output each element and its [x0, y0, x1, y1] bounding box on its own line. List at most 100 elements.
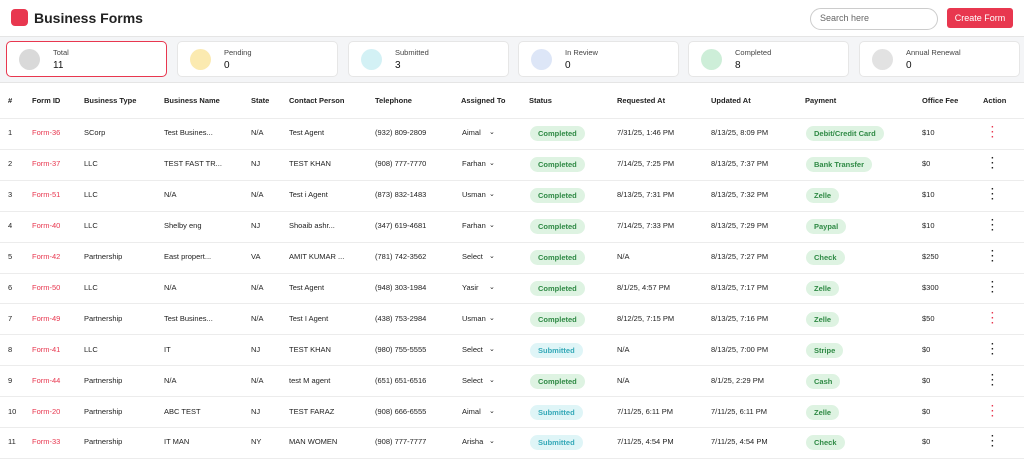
cell: N/A — [617, 252, 630, 262]
column-header: Telephone — [375, 96, 412, 105]
action-menu[interactable]: · · · — [991, 400, 995, 422]
status-badge: Submitted — [530, 404, 583, 420]
dropdown-chevron: ⌄ — [489, 222, 495, 230]
form-id-link[interactable]: Form-36 — [32, 128, 61, 138]
stat-card[interactable]: Pending 0 — [177, 41, 338, 77]
cell: 7/11/25, 4:54 PM — [617, 437, 674, 447]
cell: NJ — [251, 344, 261, 354]
search-box[interactable]: Search here — [810, 8, 938, 30]
action-menu[interactable]: · · · — [991, 369, 995, 391]
cell: 11 — [8, 437, 16, 447]
cell: (651) 651-6516 — [375, 375, 427, 385]
stat-card[interactable]: Submitted 3 — [348, 41, 509, 77]
form-id-link[interactable]: Form-20 — [32, 406, 61, 416]
stat-value: 3 — [395, 60, 401, 71]
cell: IT — [164, 344, 171, 354]
cell[interactable]: Yasir — [462, 282, 479, 292]
create-button[interactable]: Create Form — [947, 8, 1013, 28]
cell: 4 — [8, 221, 13, 231]
stat-card[interactable]: Completed 8 — [688, 41, 849, 77]
cell: Test Busines... — [164, 128, 213, 138]
cell[interactable]: Select — [462, 375, 483, 385]
cell: N/A — [617, 344, 630, 354]
cell: (781) 742-3562 — [375, 252, 427, 262]
cell: N/A — [251, 128, 264, 138]
action-menu[interactable]: · · · — [991, 184, 995, 206]
form-id-link[interactable]: Form-44 — [32, 375, 61, 385]
action-menu[interactable]: · · · — [991, 338, 995, 360]
stat-label: In Review — [565, 48, 598, 57]
column-header: Business Type — [84, 96, 137, 105]
cell: 3 — [8, 190, 13, 200]
cell[interactable]: Farhan — [462, 159, 486, 169]
stat-card[interactable]: In Review 0 — [518, 41, 679, 77]
row-divider — [0, 148, 1024, 150]
cell: ABC TEST — [164, 406, 201, 416]
cell: NJ — [251, 159, 261, 169]
cell[interactable]: Usman — [462, 190, 486, 200]
form-id-link[interactable]: Form-42 — [32, 252, 61, 262]
stat-icon — [19, 49, 40, 70]
status-badge: Submitted — [530, 342, 583, 358]
cell: $300 — [922, 282, 939, 292]
cell[interactable]: Select — [462, 252, 483, 262]
row-divider — [0, 365, 1024, 367]
action-menu[interactable]: · · · — [991, 431, 995, 453]
payment-badge: Bank Transfer — [806, 157, 873, 173]
cell[interactable]: Select — [462, 344, 483, 354]
logo — [11, 9, 28, 26]
dropdown-chevron: ⌄ — [489, 191, 495, 199]
action-menu[interactable]: · · · — [991, 215, 995, 237]
cell[interactable]: Farhan — [462, 221, 486, 231]
cell: AMIT KUMAR ... — [289, 252, 345, 262]
cell: TEST KHAN — [289, 159, 331, 169]
action-menu[interactable]: · · · — [991, 122, 995, 144]
status-badge: Completed — [530, 157, 585, 173]
action-menu[interactable]: · · · — [991, 246, 995, 268]
form-id-link[interactable]: Form-40 — [32, 221, 61, 231]
form-id-link[interactable]: Form-49 — [32, 313, 61, 323]
cell: N/A — [251, 282, 264, 292]
cell: TEST FARAZ — [289, 406, 335, 416]
cell: Test I Agent — [289, 313, 329, 323]
dropdown-chevron: ⌄ — [489, 376, 495, 384]
row-divider — [0, 241, 1024, 243]
form-id-link[interactable]: Form-41 — [32, 344, 61, 354]
cell[interactable]: Arisha — [462, 437, 484, 447]
form-id-link[interactable]: Form-50 — [32, 282, 61, 292]
cell: $0 — [922, 437, 931, 447]
cell: LLC — [84, 159, 98, 169]
form-id-link[interactable]: Form-33 — [32, 437, 61, 447]
cell: 8/13/25, 7:00 PM — [711, 344, 769, 354]
column-header: Assigned To — [461, 96, 506, 105]
cell: $10 — [922, 190, 935, 200]
cell: IT MAN — [164, 437, 190, 447]
stat-card[interactable]: Annual Renewal 0 — [859, 41, 1020, 77]
status-badge: Completed — [530, 373, 585, 389]
form-id-link[interactable]: Form-37 — [32, 159, 61, 169]
cell[interactable]: Aimal — [462, 128, 481, 138]
cell: VA — [251, 252, 261, 262]
page-title: Business Forms — [34, 10, 143, 26]
cell[interactable]: Aimal — [462, 406, 481, 416]
action-menu[interactable]: · · · — [991, 153, 995, 175]
cell: 8/13/25, 7:17 PM — [711, 282, 769, 292]
column-header: Requested At — [617, 96, 666, 105]
status-badge: Completed — [530, 311, 585, 327]
row-divider — [0, 334, 1024, 336]
form-id-link[interactable]: Form-51 — [32, 190, 61, 200]
cell[interactable]: Usman — [462, 313, 486, 323]
search-placeholder: Search here — [820, 13, 870, 23]
column-header: Form ID — [32, 96, 61, 105]
stat-card[interactable]: Total 11 — [6, 41, 167, 77]
cell: Partnership — [84, 437, 123, 447]
cell: N/A — [164, 375, 177, 385]
cell: $10 — [922, 221, 935, 231]
action-menu[interactable]: · · · — [991, 276, 995, 298]
cell: (932) 809-2809 — [375, 128, 427, 138]
cell: (873) 832-1483 — [375, 190, 427, 200]
cell: 8/13/25, 7:32 PM — [711, 190, 769, 200]
cell: Test i Agent — [289, 190, 328, 200]
action-menu[interactable]: · · · — [991, 307, 995, 329]
